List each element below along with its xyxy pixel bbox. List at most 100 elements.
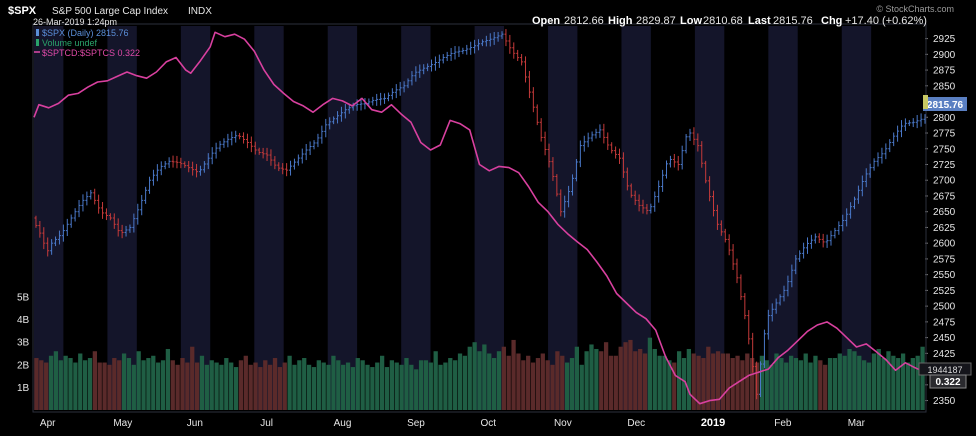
plot-frame [32,23,927,413]
price-bar [97,194,101,214]
price-bar [719,220,723,236]
price-bar [234,130,238,143]
volume-bar [311,367,317,410]
price-marker-tab [923,95,928,109]
volume-bar [740,360,745,410]
volume-bar [881,358,886,410]
chg-label: Chg [821,15,842,27]
volume-bar [258,367,263,410]
price-bar [547,143,551,168]
price-bar [38,220,42,238]
volume-bar [618,346,623,410]
price-bar [57,230,61,245]
volume-bar [579,364,584,410]
volume-bar [603,342,609,410]
price-bar [296,154,300,166]
volume-bar [482,344,487,410]
low-label: Low [680,15,702,27]
price-bar [516,49,520,62]
volume-bar [418,360,424,410]
volume-bar [818,360,823,410]
price-bar [590,131,594,142]
volume-bar [151,355,156,410]
price-bar [457,46,461,58]
volume-bar [526,355,531,410]
volume-bar [39,360,44,410]
x-tick-label: Apr [40,418,56,429]
price-bar [406,78,410,89]
price-bar [496,31,500,42]
volume-bar [180,358,185,410]
volume-bar [409,364,414,410]
price-bar [606,132,610,150]
price-bar [371,96,375,106]
x-tick-label: 2019 [701,417,725,429]
volume-bar [394,362,399,410]
volume-bar [107,364,112,410]
price-bar [551,157,555,181]
volume-bar [297,360,302,410]
price-bar [790,264,794,288]
volume-bar [345,362,351,410]
price-bar [238,132,242,140]
volume-tick-label: 1B [17,383,30,394]
time-band [768,26,798,410]
price-bar [766,309,770,340]
volume-bar [146,358,151,410]
volume-bar [550,364,555,410]
price-bar [261,147,265,159]
price-tick-label: 2925 [933,34,956,45]
price-bar [469,41,473,55]
price-bar [723,228,727,243]
volume-bar [594,348,599,410]
last-value: 2815.76 [773,15,813,27]
volume-bar [126,358,132,410]
volume-bar [102,362,107,410]
price-bar [46,237,50,257]
price-bar [320,125,324,144]
volume-bar [837,353,842,410]
volume-bar [642,353,648,410]
volume-bar [350,367,356,410]
price-tick-label: 2875 [933,66,956,77]
volume-bar [190,346,195,410]
volume-bar [326,364,331,410]
volume-bar [87,358,93,410]
volume-bar [769,364,774,410]
price-bar [837,221,841,235]
price-bar [312,140,316,150]
price-tick-label: 2425 [933,349,956,360]
price-bar [151,169,155,186]
price-bar [876,152,880,167]
volume-bar [779,358,784,410]
volume-bar [560,355,565,410]
volume-bar [238,360,244,410]
x-tick-label: Feb [774,418,792,429]
price-bar [175,155,179,169]
volume-bar [545,360,550,410]
volume-bar [199,355,205,410]
price-tick-label: 2600 [933,239,956,250]
price-bar [206,153,210,170]
price-bar [653,191,657,212]
price-bar [171,155,175,168]
price-bar [50,239,54,255]
price-bar [449,47,453,61]
price-bar [304,143,308,161]
volume-bar [428,362,433,410]
volume-bar [194,362,200,410]
price-bar [845,208,849,227]
price-bar [582,135,586,152]
x-tick-label: Oct [481,418,497,429]
price-bar [817,233,821,244]
volume-bar [467,346,472,410]
price-bar [281,163,285,175]
volume-bar [306,364,312,410]
price-bar [265,147,269,161]
price-bar [202,161,206,173]
volume-bar [160,360,166,410]
price-bar [226,133,230,148]
price-bar [426,63,430,72]
volume-bar [715,351,721,410]
volume-bar [282,362,287,410]
